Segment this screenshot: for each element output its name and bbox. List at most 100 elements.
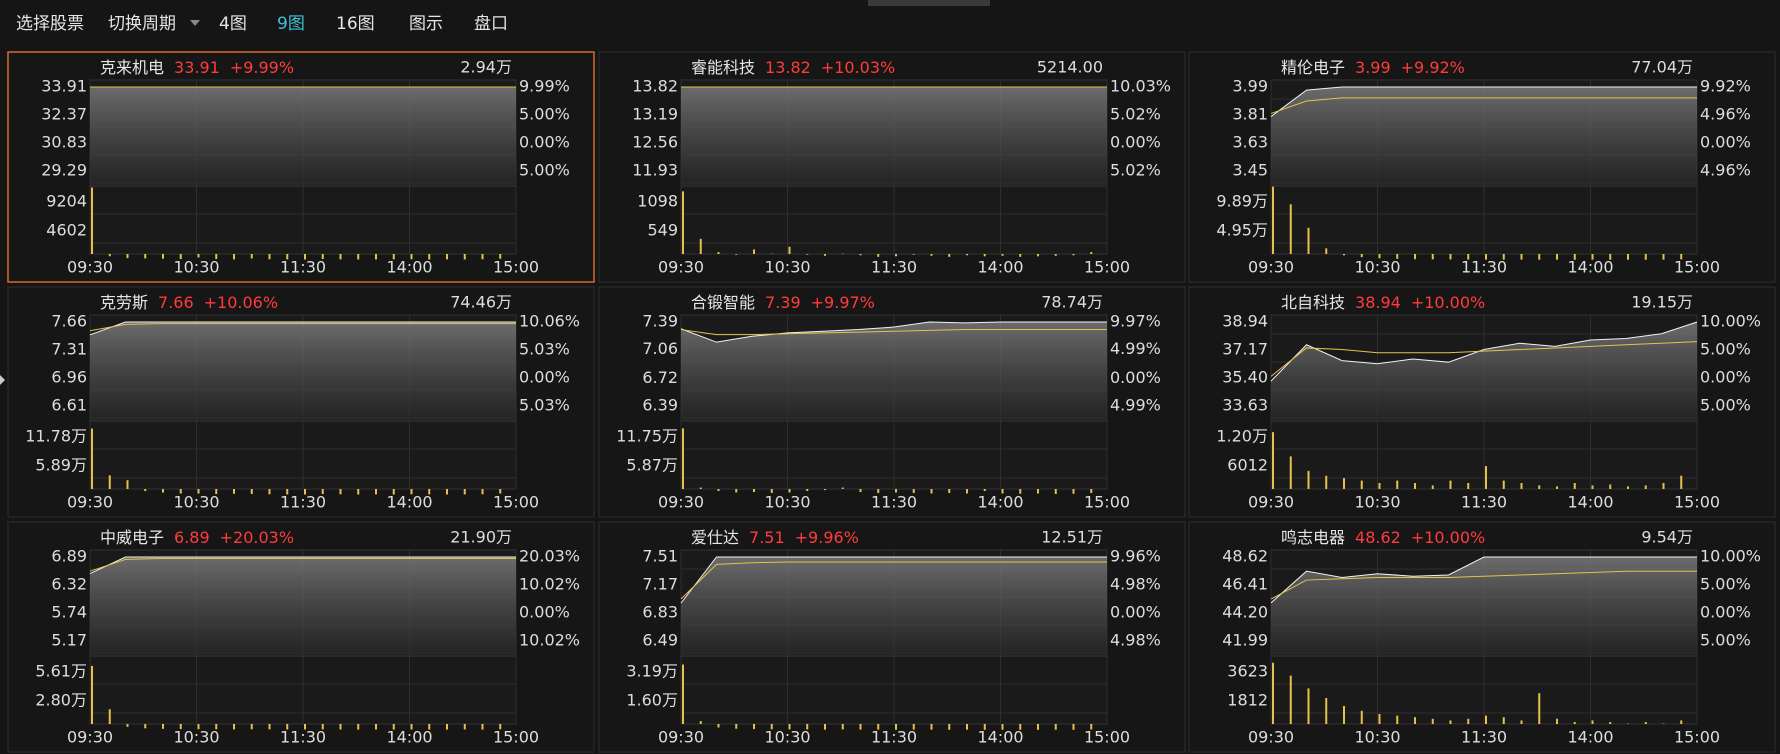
- volume-tick: 9.89万: [1216, 192, 1268, 211]
- toolbar-item[interactable]: 4图: [219, 14, 247, 34]
- volume-bar: [1680, 475, 1683, 489]
- price-area: [90, 322, 516, 421]
- volume-bar: [735, 724, 738, 729]
- turnover: 12.51万: [1041, 528, 1103, 547]
- volume-bar: [1378, 714, 1381, 724]
- volume-bar: [1090, 724, 1093, 730]
- price-line: [1270, 556, 1697, 604]
- volume-bar: [215, 489, 218, 495]
- panel-header: 鸣志电器 48.62 +10.00%: [1281, 528, 1485, 547]
- volume-bar: [250, 254, 253, 259]
- volume-bar: [930, 254, 933, 256]
- volume-bar: [126, 480, 129, 489]
- volume-bar: [1037, 489, 1039, 494]
- stock-panel[interactable]: 爱仕达 7.51 +9.96% 12.51万 09:30 10:30 11:30 14:00 1…: [598, 521, 1186, 753]
- volume-bar: [108, 254, 111, 257]
- time-label: 14:00: [977, 728, 1023, 747]
- turnover: 5214.00: [1037, 58, 1103, 77]
- volume-bar: [1627, 254, 1629, 260]
- panel-header: 精伦电子 3.99 +9.92%: [1281, 58, 1465, 77]
- volume-bar: [126, 254, 129, 259]
- price-tick: 11.93: [632, 161, 678, 180]
- volume-bar: [446, 489, 448, 495]
- toolbar: 选择股票 切换周期 4图 9图 16图 图示 盘口: [16, 14, 508, 34]
- volume-bar: [233, 489, 235, 494]
- volume-bar: [1609, 254, 1612, 260]
- stock-name: 中威电子: [100, 528, 164, 547]
- volume-tick: 9204: [46, 192, 87, 211]
- volume-bar: [1467, 254, 1470, 260]
- price-tick: 6.89: [51, 547, 87, 566]
- pct-tick: 0.00%: [519, 603, 570, 622]
- volume-bar: [428, 254, 431, 260]
- stock-price: 33.91: [174, 58, 220, 77]
- toolbar-item[interactable]: 16图: [336, 14, 375, 34]
- stock-panel[interactable]: 北自科技 38.94 +10.00% 19.15万 09:30 10:30 11:30 14:…: [1188, 286, 1776, 518]
- pct-tick: 10.02%: [519, 574, 580, 593]
- stock-panel[interactable]: 克来机电 33.91 +9.99% 2.94万 09:30 10:30 11:30 14:00…: [7, 51, 595, 283]
- volume-bar: [1449, 480, 1452, 489]
- volume-bar: [392, 724, 395, 730]
- volume-bar: [1001, 254, 1004, 256]
- volume-bar: [859, 489, 862, 492]
- time-label: 09:30: [658, 728, 704, 747]
- price-tick: 35.40: [1222, 368, 1268, 387]
- volume-bar: [788, 246, 791, 254]
- volume-bar: [179, 489, 182, 494]
- panels: 克来机电 33.91 +9.99% 2.94万 09:30 10:30 11:30 14:00…: [7, 51, 1776, 753]
- price-tick: 44.20: [1222, 603, 1268, 622]
- volume-bar: [1431, 718, 1434, 724]
- avg-line: [89, 323, 516, 332]
- toolbar-item[interactable]: 切换周期: [108, 14, 176, 34]
- stock-panel[interactable]: 精伦电子 3.99 +9.92% 77.04万 09:30 10:30 11:30 14:00…: [1188, 51, 1776, 283]
- pct-tick: 10.00%: [1700, 547, 1761, 566]
- volume-bar: [735, 254, 738, 255]
- volume-bar: [1485, 466, 1487, 489]
- volume-bar: [250, 724, 253, 730]
- stock-change: +10.00%: [1411, 293, 1485, 312]
- time-label: 15:00: [493, 728, 539, 747]
- dropdown-arrow[interactable]: [190, 20, 200, 26]
- volume-bar: [1556, 718, 1558, 724]
- time-label: 11:30: [280, 493, 326, 512]
- volume-bar: [162, 489, 164, 493]
- stock-panel[interactable]: 合锻智能 7.39 +9.97% 78.74万 09:30 10:30 11:30 14:00…: [598, 286, 1186, 518]
- stock-panel[interactable]: 克劳斯 7.66 +10.06% 74.46万 09:30 10:30 11:30 14:00…: [7, 286, 595, 518]
- volume-bar: [717, 489, 720, 492]
- volume-bar: [1072, 254, 1075, 256]
- volume-bar: [1573, 483, 1576, 489]
- stock-panel[interactable]: 鸣志电器 48.62 +10.00% 9.54万 09:30 10:30 11:30 14:0…: [1188, 521, 1776, 753]
- stock-panel[interactable]: 中威电子 6.89 +20.03% 21.90万 09:30 10:30 11:30 14:0…: [7, 521, 595, 753]
- volume-bar: [91, 428, 93, 489]
- volume-bar: [1396, 715, 1399, 724]
- toolbar-item[interactable]: 盘口: [474, 14, 508, 34]
- volume-bar: [1538, 485, 1541, 489]
- volume-tick: 11.75万: [616, 427, 678, 446]
- volume-bar: [197, 724, 200, 730]
- price-tick: 3.63: [1232, 133, 1268, 152]
- price-line: [89, 321, 516, 336]
- volume-bar: [126, 724, 129, 727]
- time-label: 09:30: [67, 728, 113, 747]
- toolbar-item[interactable]: 9图: [277, 14, 305, 34]
- volume-bar: [1289, 675, 1292, 724]
- volume-tick: 1.20万: [1216, 427, 1268, 446]
- time-label: 11:30: [1461, 728, 1507, 747]
- volume-bar: [788, 489, 791, 493]
- volume-bar: [966, 489, 968, 494]
- volume-bar: [930, 489, 933, 494]
- panel-header: 北自科技 38.94 +10.00%: [1281, 293, 1485, 312]
- toolbar-item[interactable]: 图示: [409, 14, 443, 34]
- stock-change: +10.00%: [1411, 528, 1485, 547]
- pct-tick: 10.02%: [519, 631, 580, 650]
- toolbar-item[interactable]: 选择股票: [16, 14, 84, 34]
- side-arrow[interactable]: [0, 375, 5, 385]
- price-tick: 13.82: [632, 77, 678, 96]
- volume-bar: [162, 254, 164, 259]
- volume-bar: [1609, 722, 1612, 724]
- time-label: 09:30: [1248, 728, 1294, 747]
- volume-bar: [1072, 489, 1075, 494]
- stock-panel[interactable]: 睿能科技 13.82 +10.03% 5214.00 09:30 10:30 11:30 14…: [598, 51, 1186, 283]
- time-label: 15:00: [493, 493, 539, 512]
- volume-tick: 4602: [46, 221, 87, 240]
